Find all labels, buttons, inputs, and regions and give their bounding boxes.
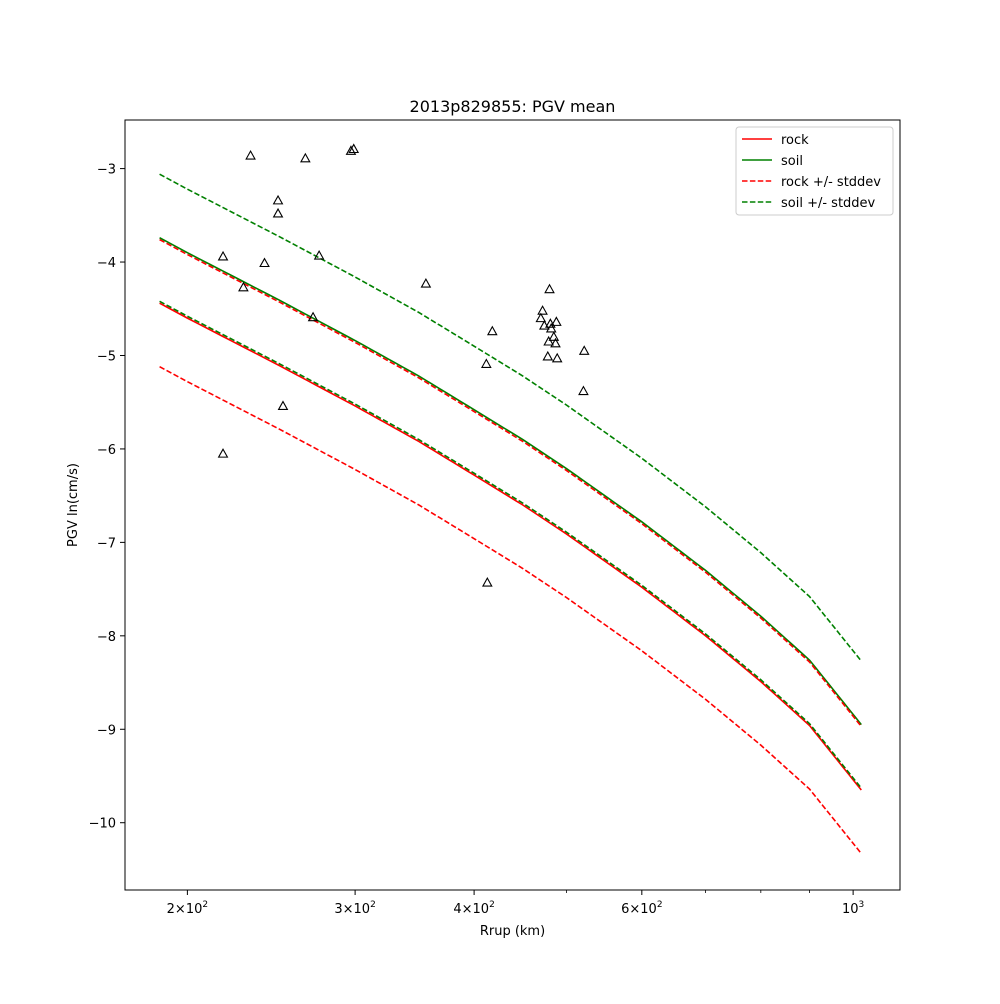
x-tick-label: 103 bbox=[842, 900, 864, 917]
series-line-5 bbox=[159, 300, 862, 789]
observation-marker bbox=[543, 335, 554, 346]
plot-area bbox=[124, 119, 901, 891]
observation-marker bbox=[245, 149, 256, 160]
y-tick-label: −9 bbox=[97, 723, 116, 738]
observation-marker bbox=[238, 281, 249, 292]
observation-marker bbox=[272, 207, 284, 218]
legend-label: rock bbox=[781, 133, 809, 148]
series-line-0 bbox=[159, 302, 862, 791]
observations-layer bbox=[217, 143, 590, 587]
y-tick-label: −7 bbox=[97, 536, 116, 551]
y-tick-label: −5 bbox=[97, 349, 116, 364]
series-line-2 bbox=[159, 238, 862, 727]
legend-items: rock soil rock +/- stddev soil +/- stddev bbox=[742, 133, 881, 211]
y-tick-label: −4 bbox=[97, 256, 116, 271]
legend-label: soil bbox=[781, 154, 803, 169]
observation-marker bbox=[578, 345, 590, 355]
observation-marker bbox=[272, 194, 284, 205]
observation-marker bbox=[542, 350, 554, 361]
y-tick-label: −8 bbox=[97, 630, 116, 645]
observation-marker bbox=[544, 283, 555, 294]
x-axis-label: Rrup (km) bbox=[480, 924, 545, 939]
observation-marker bbox=[259, 257, 270, 268]
y-tick-label: −10 bbox=[89, 817, 116, 832]
y-axis-ticks: −3 −4 −5 −6 −7 −8 −9 −10 bbox=[89, 163, 125, 832]
observation-marker bbox=[480, 358, 492, 368]
x-tick-label: 4×102 bbox=[453, 900, 494, 917]
y-tick-label: −6 bbox=[97, 443, 116, 458]
observation-marker bbox=[535, 312, 547, 323]
observation-marker bbox=[548, 331, 560, 341]
observation-marker bbox=[300, 152, 311, 163]
legend-frame bbox=[735, 126, 894, 216]
observation-marker bbox=[345, 145, 357, 155]
y-tick-label: −3 bbox=[97, 163, 116, 178]
x-axis-ticks: 2×102 3×102 4×102 6×102 103 bbox=[167, 890, 864, 917]
observation-marker bbox=[545, 322, 557, 333]
series-line-1 bbox=[159, 237, 862, 726]
observation-marker bbox=[420, 277, 432, 288]
chart-title: 2013p829855: PGV mean bbox=[410, 97, 616, 116]
y-axis-label: PGV ln(cm/s) bbox=[66, 463, 81, 547]
observation-marker bbox=[550, 337, 561, 348]
observation-marker bbox=[578, 385, 589, 396]
observation-marker bbox=[217, 448, 229, 458]
observation-marker bbox=[217, 250, 229, 261]
legend: rock soil rock +/- stddev soil +/- stddev bbox=[735, 126, 894, 216]
legend-label: rock +/- stddev bbox=[781, 175, 881, 190]
series-layer bbox=[159, 173, 862, 855]
series-line-3 bbox=[159, 365, 862, 855]
observation-marker bbox=[481, 577, 493, 587]
x-tick-label: 6×102 bbox=[621, 900, 662, 917]
observation-marker bbox=[277, 400, 289, 411]
observation-marker bbox=[348, 143, 360, 154]
axes-frame bbox=[124, 119, 901, 891]
observation-marker bbox=[307, 311, 319, 322]
observation-marker bbox=[551, 316, 562, 326]
observation-marker bbox=[313, 249, 325, 260]
x-tick-label: 3×102 bbox=[334, 900, 375, 917]
observation-marker bbox=[537, 305, 548, 315]
series-line-4 bbox=[159, 173, 862, 662]
x-tick-label: 2×102 bbox=[167, 900, 208, 917]
observation-marker bbox=[486, 325, 498, 336]
observation-marker bbox=[551, 352, 563, 363]
legend-label: soil +/- stddev bbox=[781, 196, 876, 211]
